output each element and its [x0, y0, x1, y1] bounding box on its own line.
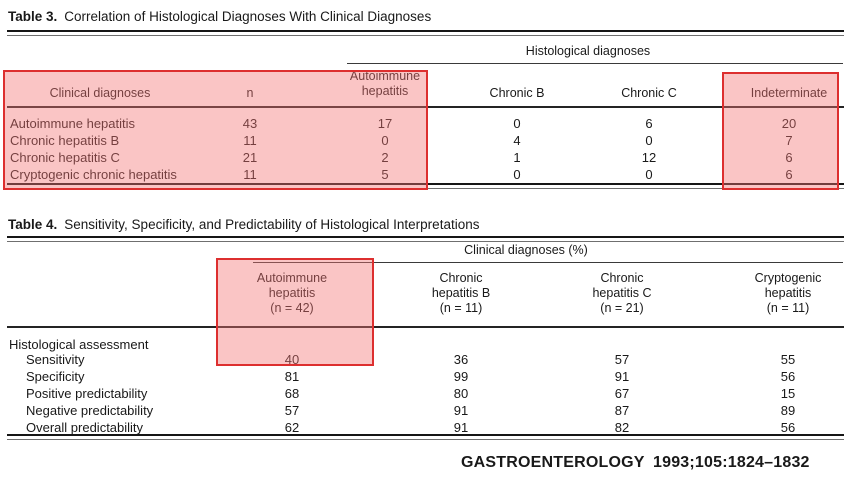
t3-cell-autoimmune: 5 [381, 167, 389, 182]
t4-cell-chronic-b: 91 [453, 403, 469, 418]
t3-cell-indeterminate: 20 [781, 116, 797, 131]
t4-row-label: Sensitivity [26, 352, 85, 367]
t4-col-line1: Chronic [600, 271, 644, 285]
t4-cell-autoimmune: 68 [284, 386, 300, 401]
t4-cell-chronic-b: 36 [453, 352, 469, 367]
t3-col-indeterminate: Indeterminate [750, 86, 828, 100]
t3-cell-chronic-c: 0 [645, 133, 653, 148]
t3-cell-indeterminate: 6 [785, 167, 793, 182]
t4-cell-cryptogenic: 56 [780, 369, 796, 384]
t4-col-cryptogenic-hepatitis: Cryptogenic hepatitis (n = 11) [713, 271, 845, 316]
table3-span-header: Histological diagnoses [525, 44, 651, 58]
table3-span-header-rule [347, 63, 843, 64]
t4-cell-chronic-b: 99 [453, 369, 469, 384]
t3-cell-chronic-b: 4 [513, 133, 521, 148]
t3-col-n: n [246, 86, 254, 100]
t3-cell-indeterminate: 6 [785, 150, 793, 165]
t3-cell-n: 11 [243, 133, 257, 148]
t3-row-label: Chronic hepatitis B [10, 133, 120, 148]
t4-col-line2: hepatitis [268, 286, 316, 300]
t3-cell-chronic-b: 0 [513, 167, 521, 182]
t4-col-chronic-hepatitis-b: Chronic hepatitis B (n = 11) [386, 271, 536, 316]
t4-cell-chronic-b: 80 [453, 386, 469, 401]
t3-cell-n: 43 [242, 116, 258, 131]
t3-row-label: Autoimmune hepatitis [10, 116, 136, 131]
highlight-box-t3-indeterminate-column [722, 72, 839, 190]
t4-col-line1: Chronic [439, 271, 483, 285]
table4-title: Table 4. Sensitivity, Specificity, and Pr… [8, 217, 479, 232]
t4-col-line1: Cryptogenic [754, 271, 822, 285]
t4-cell-cryptogenic: 56 [780, 420, 796, 435]
t4-cell-cryptogenic: 89 [780, 403, 796, 418]
t4-col-line3: (n = 21) [600, 301, 644, 315]
journal-citation: GASTROENTEROLOGY 1993;105:1824–1832 [461, 454, 810, 471]
t3-cell-chronic-b: 1 [513, 150, 521, 165]
t3-row-label: Cryptogenic chronic hepatitis [10, 167, 177, 182]
t3-col-chronic-b: Chronic B [489, 86, 545, 100]
t4-row-label: Negative predictability [26, 403, 154, 418]
table4-bottom-rule [7, 434, 844, 440]
t3-cell-autoimmune: 17 [377, 116, 393, 131]
t4-cell-chronic-c: 67 [614, 386, 630, 401]
t3-cell-autoimmune: 0 [381, 133, 389, 148]
t4-col-autoimmune-hepatitis: Autoimmune hepatitis (n = 42) [217, 271, 367, 316]
table3-caption: Correlation of Histological Diagnoses Wi… [64, 9, 432, 24]
t4-col-line3: (n = 11) [766, 301, 810, 315]
table3-header-rule [7, 106, 844, 108]
t4-cell-autoimmune: 40 [284, 352, 300, 367]
t4-col-line2: hepatitis C [592, 286, 652, 300]
t3-cell-autoimmune: 2 [381, 150, 389, 165]
t4-row-label: Overall predictability [26, 420, 144, 435]
t4-col-line3: (n = 42) [270, 301, 314, 315]
table4-caption: Sensitivity, Specificity, and Predictabi… [64, 217, 480, 232]
t4-col-line2: hepatitis B [431, 286, 491, 300]
t4-cell-autoimmune: 57 [284, 403, 300, 418]
t3-cell-chronic-c: 12 [641, 150, 657, 165]
t3-cell-chronic-b: 0 [513, 116, 521, 131]
highlight-box-t4-autoimmune-column [216, 258, 374, 366]
t3-cell-chronic-c: 0 [645, 167, 653, 182]
t3-col-autoimmune-hepatitis: Autoimmune hepatitis [320, 69, 450, 99]
t3-row-label: Chronic hepatitis C [10, 150, 120, 165]
table4-label: Table 4. [8, 217, 58, 232]
t3-col-autoimmune-line1: Autoimmune [349, 69, 421, 83]
t4-row-label: Positive predictability [26, 386, 148, 401]
t3-cell-indeterminate: 7 [785, 133, 793, 148]
t4-cell-cryptogenic: 55 [780, 352, 796, 367]
t4-cell-chronic-c: 87 [614, 403, 630, 418]
t3-cell-chronic-c: 6 [645, 116, 653, 131]
t3-col-autoimmune-line2: hepatitis [361, 84, 409, 98]
t4-cell-cryptogenic: 15 [780, 386, 796, 401]
t4-cell-chronic-c: 82 [614, 420, 630, 435]
table4-span-header-rule [253, 262, 843, 263]
t4-col-line3: (n = 11) [439, 301, 483, 315]
table4-top-rule [7, 236, 844, 242]
t4-cell-chronic-c: 91 [614, 369, 630, 384]
table3-label: Table 3. [8, 9, 58, 24]
t4-cell-chronic-b: 91 [453, 420, 469, 435]
t3-col-chronic-c: Chronic C [621, 86, 677, 100]
highlight-box-t3-left-columns [3, 70, 428, 190]
t4-row-label: Specificity [26, 369, 85, 384]
t4-col-line1: Autoimmune [256, 271, 328, 285]
t3-col-clinical-diagnoses: Clinical diagnoses [49, 86, 151, 100]
table4-span-header: Clinical diagnoses (%) [464, 243, 588, 257]
t4-cell-autoimmune: 81 [284, 369, 300, 384]
t4-col-chronic-hepatitis-c: Chronic hepatitis C (n = 21) [547, 271, 697, 316]
t4-cell-autoimmune: 62 [284, 420, 300, 435]
table3-top-rule [7, 30, 844, 36]
table3-title: Table 3. Correlation of Histological Diag… [8, 9, 431, 24]
t4-col-line2: hepatitis [764, 286, 812, 300]
t4-group-label: Histological assessment [9, 337, 149, 352]
t3-cell-n: 21 [242, 150, 258, 165]
t3-cell-n: 11 [243, 167, 257, 182]
table4-header-rule [7, 326, 844, 328]
t4-cell-chronic-c: 57 [614, 352, 630, 367]
